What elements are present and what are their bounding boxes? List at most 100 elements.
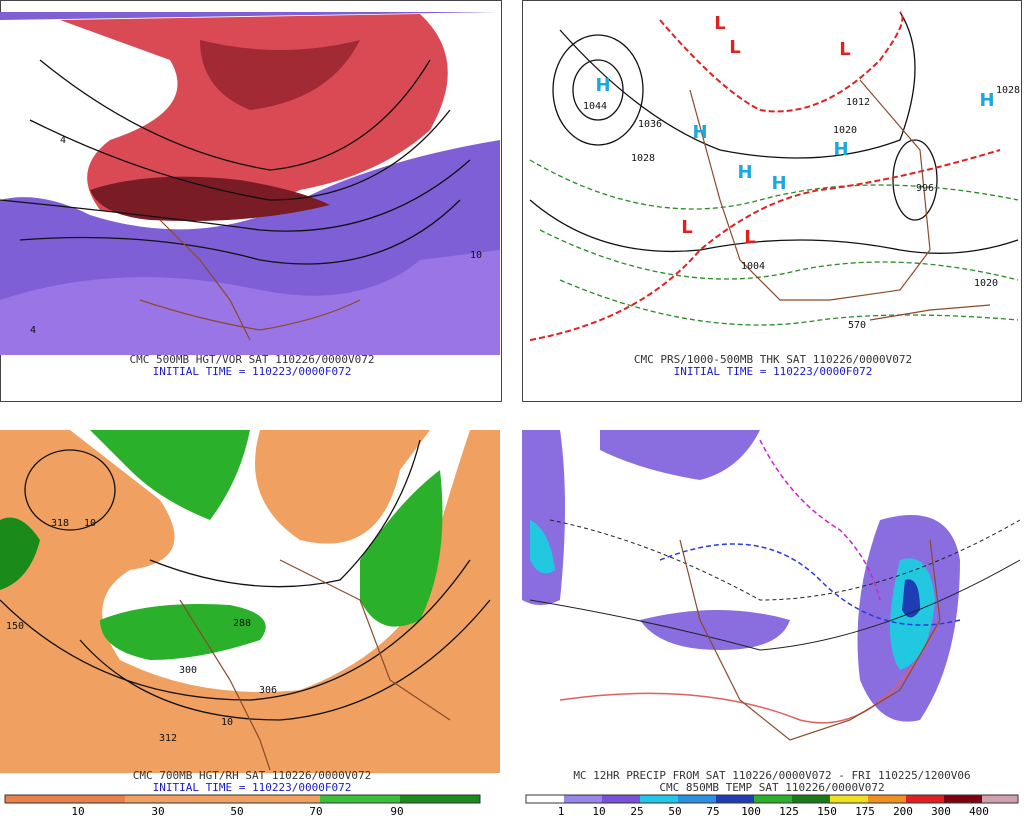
contour [29, 109, 451, 201]
precip-area [640, 610, 790, 650]
coastline [679, 539, 941, 741]
isobar [892, 139, 938, 221]
caption-line: CMC 850MB TEMP SAT 110226/0000V072 [659, 781, 884, 794]
colorbar-label: 175 [855, 805, 875, 818]
caption-line: INITIAL TIME = 110223/0000F072 [153, 365, 352, 378]
caption-line: CMC PRS/1000-500MB THK SAT 110226/0000V0… [634, 353, 912, 366]
height-contour [0, 559, 471, 701]
colorbar-segment [400, 795, 480, 803]
panel-700mb: 318 10 288 300 306 312 10 150 CMC 700MB … [0, 430, 500, 818]
contour-label: 288 [233, 618, 251, 629]
isobar-label: 1020 [833, 125, 857, 136]
colorbar-label: 75 [706, 805, 719, 818]
contour-label: 306 [259, 685, 277, 696]
colorbar-segment [320, 795, 400, 803]
contour-label: 4 [30, 325, 36, 336]
isobar-label: 1044 [583, 101, 607, 112]
panel-precip: MC 12HR PRECIP FROM SAT 110226/0000V072 … [522, 430, 1021, 818]
precip-area [902, 579, 920, 618]
thickness-540 [659, 11, 904, 113]
colorbar-label: 10 [71, 805, 84, 818]
isobar-label: 1004 [741, 261, 765, 272]
vorticity-area [60, 14, 448, 217]
isotherm [759, 439, 881, 601]
colorbar-segment [830, 795, 868, 803]
low-marker: L [681, 217, 692, 238]
high-marker: H [737, 162, 752, 183]
contour [39, 59, 431, 171]
caption-line: INITIAL TIME = 110223/0000F072 [153, 781, 352, 794]
colorbar-label: 25 [630, 805, 643, 818]
panel-500mb: 4 10 4 CMC 500MB HGT/VOR SAT 110226/0000… [0, 0, 502, 402]
thickness-540 [529, 149, 1001, 341]
colorbar-label: 200 [893, 805, 913, 818]
panel-pressure: H 1044 H H H H H L L L L L 1036 1028 102… [522, 0, 1022, 402]
thickness-line [529, 159, 1019, 210]
coastline [279, 559, 451, 721]
contour-label: 10 [470, 250, 482, 261]
isobar [552, 34, 644, 146]
precip-area [530, 520, 555, 574]
high-marker: H [833, 139, 848, 160]
isobar-label: 1020 [974, 278, 998, 289]
colorbar-segment [5, 795, 125, 803]
colorbar-segment [982, 795, 1018, 803]
rh-high [360, 470, 443, 627]
coastline [139, 299, 361, 331]
panel-frame [522, 0, 1022, 402]
vorticity-core [90, 176, 330, 221]
colorbar-label: 100 [741, 805, 761, 818]
colorbar-segment [125, 795, 320, 803]
colorbar-segment [640, 795, 678, 803]
contour [0, 159, 471, 232]
colorbar-frame [4, 794, 481, 804]
coastline [689, 79, 931, 301]
colorbar-segment [944, 795, 982, 803]
isobar [529, 199, 1019, 254]
height-contour [24, 449, 116, 531]
colorbar-label: 150 [817, 805, 837, 818]
coastline [179, 599, 271, 771]
isobar-label: 1028 [631, 153, 655, 164]
isobar-label: 1028 [996, 85, 1020, 96]
contour-label: 10 [84, 518, 96, 529]
precip-area [522, 430, 565, 605]
isobar [572, 59, 624, 121]
rh-high [90, 430, 250, 520]
low-marker: L [839, 39, 850, 60]
contour-label: 10 [221, 717, 233, 728]
coastline [159, 219, 251, 341]
vorticity-low [0, 250, 500, 355]
colorbar: 1 10 25 50 75 100 125 150 175 200 300 400 [525, 794, 1019, 818]
colorbar-segment [602, 795, 640, 803]
freezing-line [659, 543, 961, 626]
colorbar-segment [868, 795, 906, 803]
caption-line: MC 12HR PRECIP FROM SAT 110226/0000V072 … [573, 769, 970, 782]
rh-high [0, 517, 40, 590]
high-marker: H [979, 90, 994, 111]
colorbar-segment [526, 795, 564, 803]
low-marker: L [714, 13, 725, 34]
high-marker: H [595, 75, 610, 96]
caption-line: CMC 500MB HGT/VOR SAT 110226/0000V072 [129, 353, 374, 366]
colorbar-segment [906, 795, 944, 803]
contour [19, 199, 461, 265]
colorbar-label: 30 [151, 805, 164, 818]
precip-area [600, 430, 760, 480]
vorticity-core [200, 40, 360, 110]
thickness-line [539, 229, 1019, 281]
contour-label: 312 [159, 733, 177, 744]
colorbar-segment [716, 795, 754, 803]
contour-label: 300 [179, 665, 197, 676]
caption-line: INITIAL TIME = 110223/0000F072 [674, 365, 873, 378]
contour-label: 318 [51, 518, 69, 529]
colorbar-label: 50 [668, 805, 681, 818]
colorbar-segment [754, 795, 792, 803]
colorbar-segment [678, 795, 716, 803]
coastline [869, 304, 991, 321]
isotherm [549, 519, 1021, 601]
colorbar-label: 125 [779, 805, 799, 818]
colorbar-segment [564, 795, 602, 803]
high-marker: H [692, 122, 707, 143]
